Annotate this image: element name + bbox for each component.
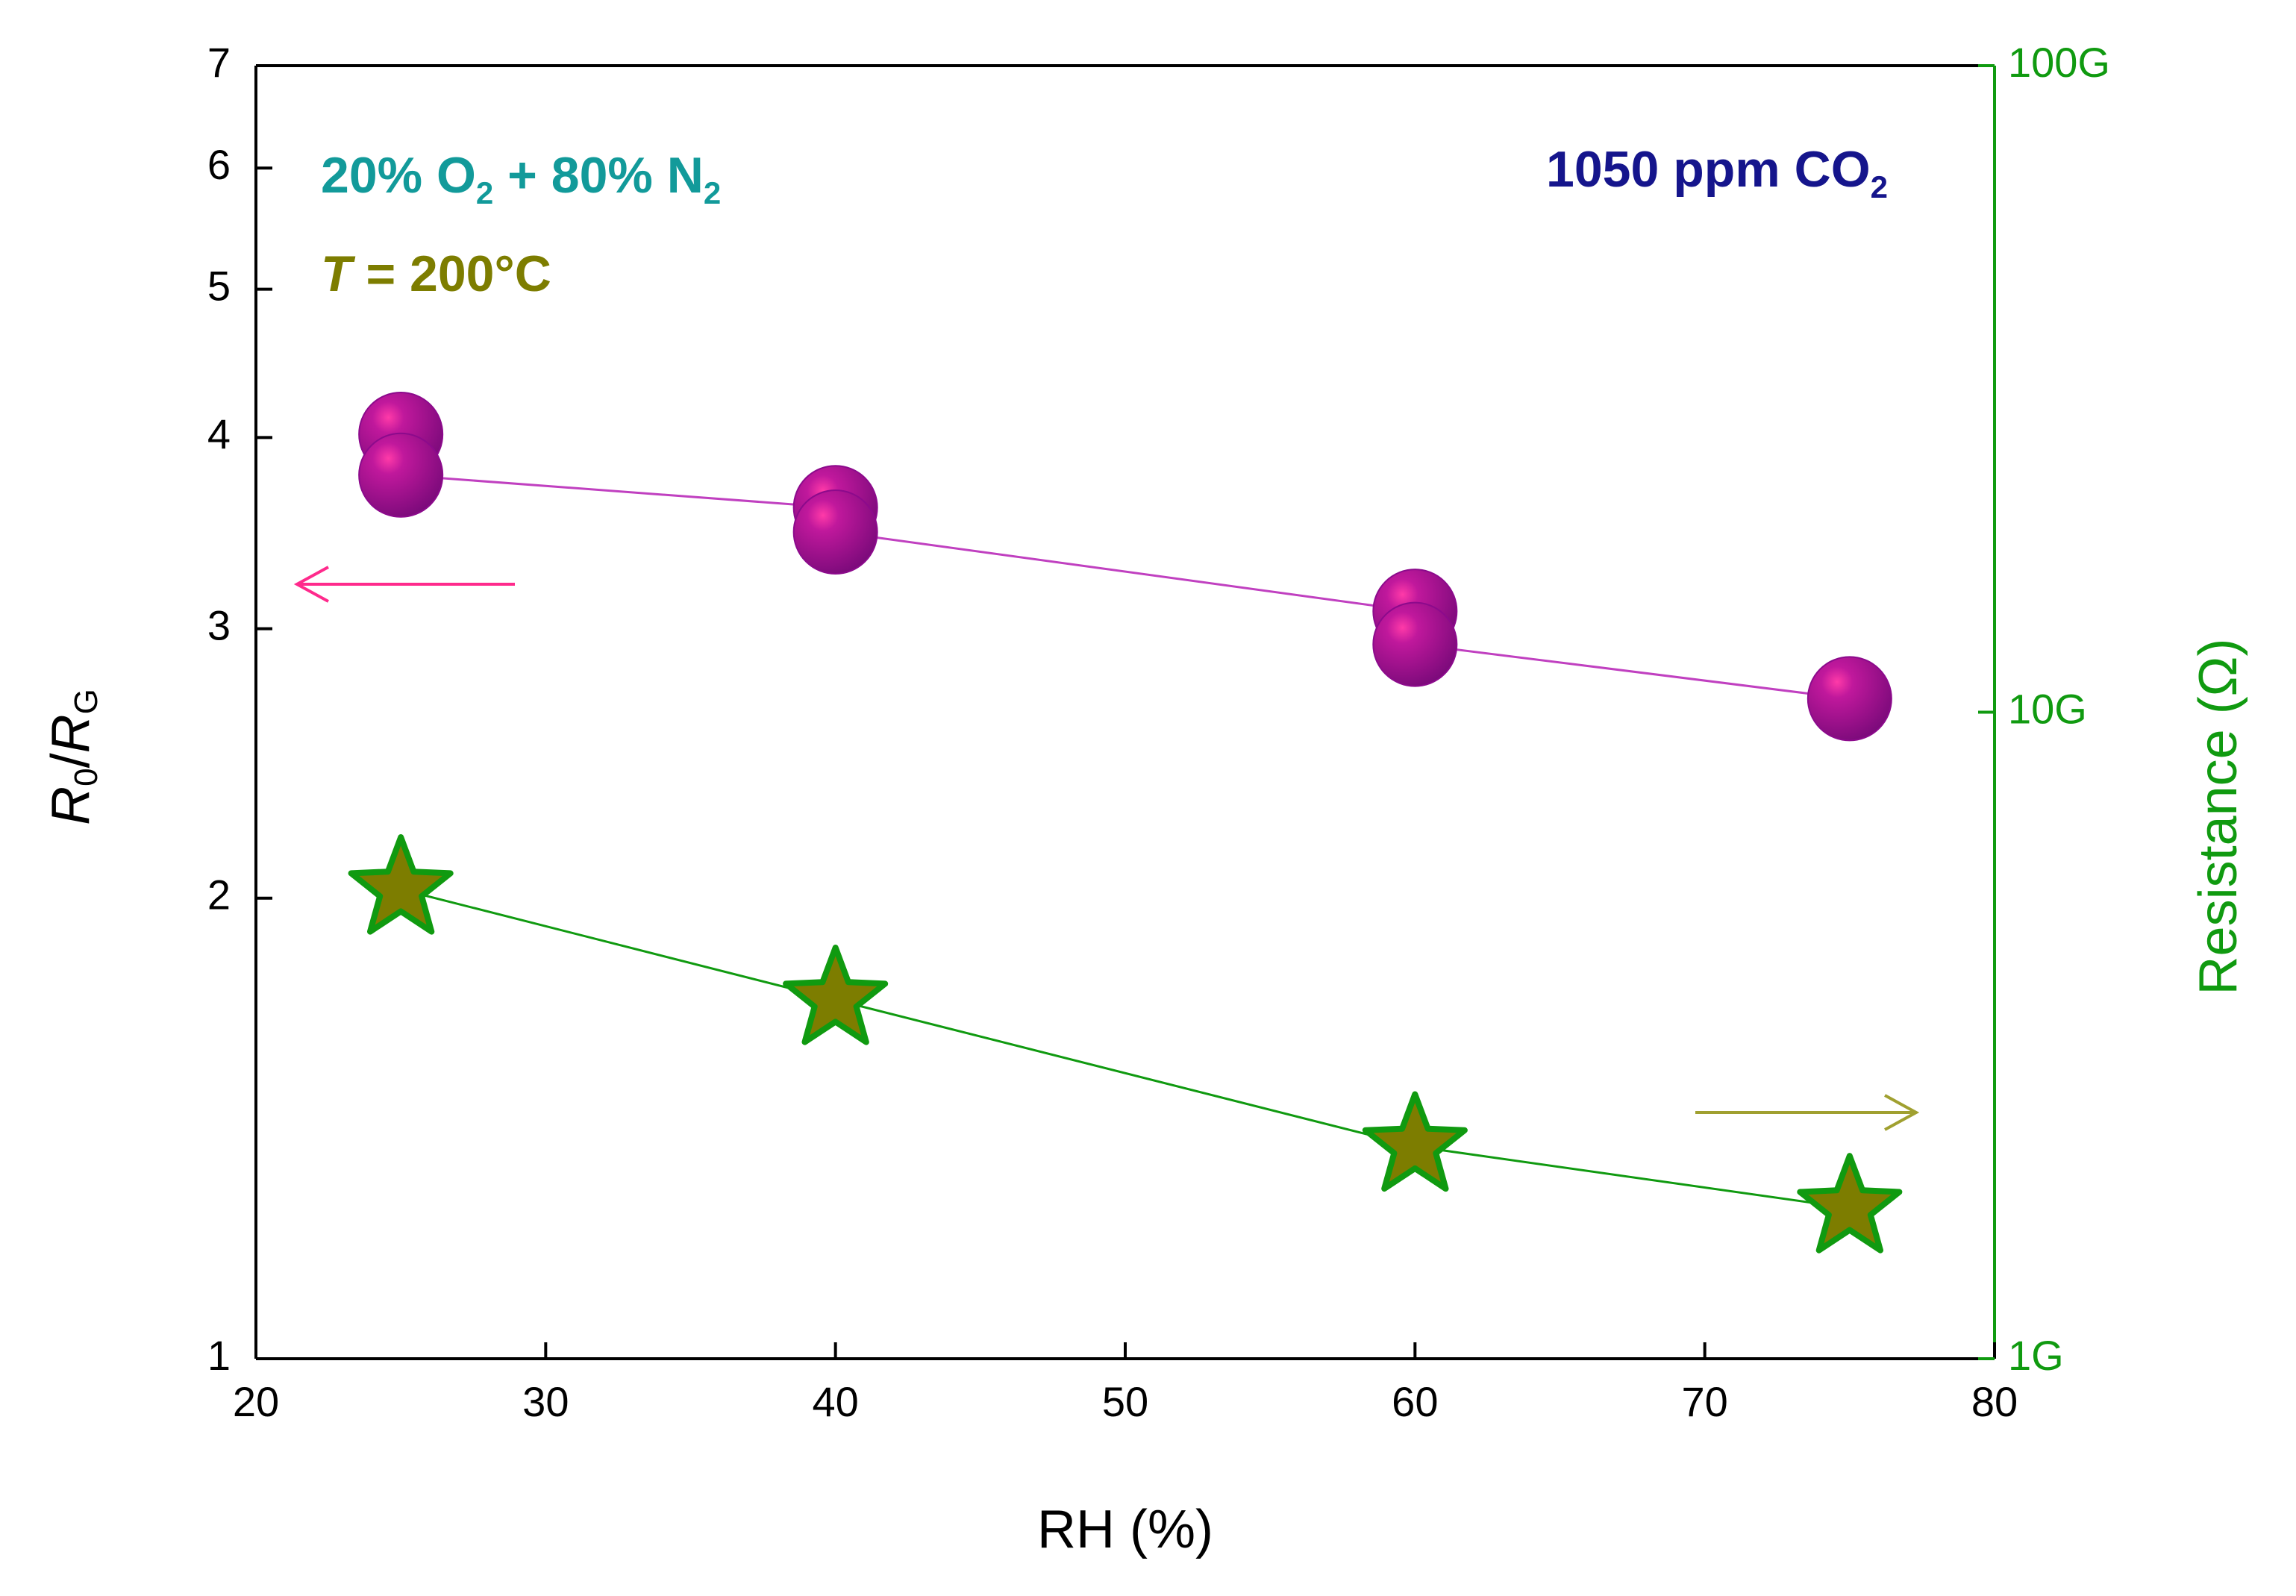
annotation: 20% O2 + 80% N2	[321, 147, 721, 210]
x-tick-label: 60	[1392, 1378, 1438, 1425]
right-axis-arrow	[1695, 1094, 1920, 1131]
x-tick-label: 30	[522, 1378, 569, 1425]
annotation-part: T	[321, 245, 356, 302]
x-tick-label: 80	[1971, 1378, 2018, 1425]
left-axis-arrow	[293, 566, 515, 603]
star-marker	[1362, 1091, 1468, 1192]
x-tick-label: 40	[813, 1378, 859, 1425]
star-marker	[783, 945, 889, 1045]
y-tick-label: 7	[207, 39, 231, 86]
y-tick-label: 5	[207, 262, 231, 309]
circle-marker	[1807, 656, 1892, 742]
y-axis-label-part: G	[68, 689, 104, 714]
star-marker	[348, 834, 454, 935]
star-marker	[1797, 1153, 1903, 1254]
x-tick-label: 50	[1102, 1378, 1148, 1425]
y-tick-label: 6	[207, 141, 231, 188]
y-tick-label: 2	[207, 871, 231, 918]
annotation-part: 1050 ppm CO	[1546, 141, 1871, 198]
annotation-part: = 200°C	[352, 245, 551, 302]
y-axis-label: R0/RG	[41, 689, 104, 825]
annotation-part: 20% O	[321, 147, 476, 204]
x-tick-label: 70	[1682, 1378, 1728, 1425]
y-tick-label: 3	[207, 601, 231, 648]
annotation-part: 2	[704, 175, 721, 210]
annotation: T = 200°C	[321, 245, 551, 302]
circle-marker	[792, 489, 878, 575]
circle-marker	[1372, 601, 1458, 687]
y-axis-label-part: /	[41, 753, 101, 768]
series-line	[399, 434, 1851, 700]
y-axis-label-part: R	[41, 714, 101, 753]
y2-tick-label: 100G	[2008, 39, 2110, 86]
y2-tick-label: 10G	[2008, 685, 2087, 732]
y-axis-label-part: R	[41, 786, 101, 825]
y-tick-label: 1	[207, 1332, 231, 1379]
series-line	[400, 888, 1851, 1209]
x-axis-label: RH (%)	[1037, 1500, 1213, 1559]
y2-tick-label: 1G	[2008, 1332, 2064, 1379]
y2-axis-label: Resistance (Ω)	[2189, 639, 2248, 995]
annotation: 1050 ppm CO2	[1546, 141, 1888, 204]
y-axis-label-part: 0	[68, 768, 104, 786]
annotation-part: + 80% N	[493, 147, 704, 204]
x-tick-label: 20	[233, 1378, 279, 1425]
annotation-part: 2	[1871, 169, 1888, 204]
y-tick-label: 4	[207, 410, 231, 457]
annotation-part: 2	[476, 175, 493, 210]
circle-marker	[358, 432, 444, 518]
